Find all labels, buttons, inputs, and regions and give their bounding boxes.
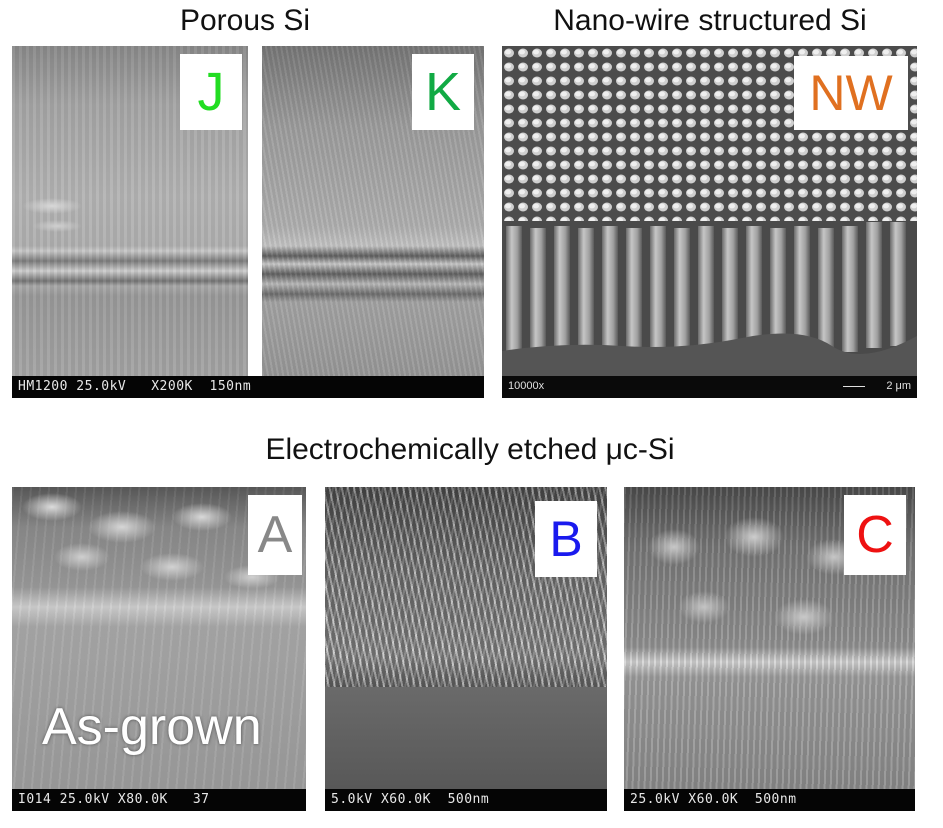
heading-porous-si: Porous Si [179, 4, 311, 37]
sem-panel-porous: J K HM1200 25.0kV X200K 150nm [12, 46, 484, 398]
sem-panel-nanowire: NW 10000x 2 μm [502, 46, 917, 398]
sem-panel-c: C 25.0kV X60.0K 500nm [624, 487, 915, 811]
panel-label-a: A [248, 495, 302, 575]
magnification-text: 10000x [508, 380, 545, 392]
panel-label-nw: NW [794, 56, 908, 130]
sem-info-bar-c: 25.0kV X60.0K 500nm [624, 789, 915, 811]
heading-nanowire-si: Nano-wire structured Si [553, 4, 867, 37]
substrate-b [325, 687, 607, 789]
sem-info-bar-b: 5.0kV X60.0K 500nm [325, 789, 607, 811]
heading-electrochemical-si: Electrochemically etched μc-Si [265, 433, 675, 466]
sem-panel-a: A As-grown I014 25.0kV X80.0K 37 [12, 487, 306, 811]
as-grown-label: As-grown [42, 698, 262, 756]
panel-label-j: J [180, 54, 242, 130]
sem-panel-b: B 5.0kV X60.0K 500nm [325, 487, 607, 811]
scalebar-text: 2 μm [886, 380, 911, 392]
scalebar-line [843, 386, 865, 387]
panel-divider [248, 46, 262, 376]
nanowire-pillars [506, 222, 906, 356]
panel-label-k: K [412, 54, 474, 130]
panel-label-c: C [844, 495, 906, 575]
sem-info-bar-jk: HM1200 25.0kV X200K 150nm [12, 376, 484, 398]
panel-label-b: B [535, 501, 597, 577]
sem-info-bar-nw: 10000x 2 μm [502, 376, 917, 398]
sem-info-bar-a: I014 25.0kV X80.0K 37 [12, 789, 306, 811]
